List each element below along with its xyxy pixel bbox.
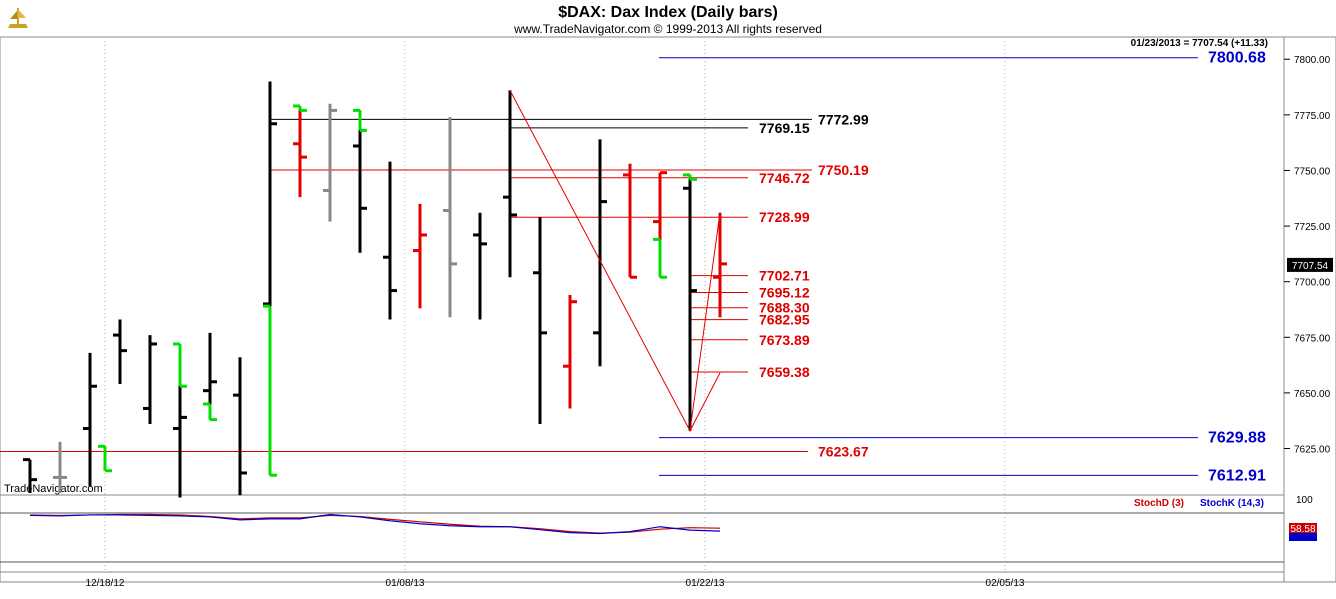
legend-stochk: StochK (14,3) [1200, 498, 1264, 509]
level-label: 7750.19 [818, 162, 869, 178]
last-price-marker [1287, 257, 1333, 272]
y-tick-label: 7675.00 [1294, 333, 1331, 344]
level-label: 7629.88 [1208, 430, 1266, 447]
stoch-series-line [29, 513, 721, 535]
axis-layer: 12/18/12 01/08/13 01/22/13 02/05/13 7800.00 7… [86, 55, 1333, 589]
legend-stochd: StochD (3) [1134, 498, 1184, 509]
bar-layer [23, 81, 727, 498]
x-tick-label: 01/22/13 [686, 578, 725, 589]
y-tick-label: 7650.00 [1294, 389, 1331, 400]
y-tick-label: 7750.00 [1294, 166, 1331, 177]
last-quote-text: 01/23/2013 = 7707.54 (+11.33) [1131, 38, 1268, 49]
level-label: 7695.12 [759, 285, 810, 301]
trend-line [689, 372, 721, 431]
stoch-value-label: 58.58 [1290, 524, 1315, 535]
level-label: 7728.99 [759, 209, 810, 225]
level-label: 7800.68 [1208, 50, 1266, 67]
price-axis-panel [1283, 36, 1336, 583]
level-label: 7746.72 [759, 170, 810, 186]
y-tick-label: 7700.00 [1294, 278, 1331, 289]
x-tick-label: 02/05/13 [986, 578, 1025, 589]
x-tick-label: 12/18/12 [86, 578, 125, 589]
level-label: 7769.15 [759, 120, 810, 136]
x-tick-label: 01/08/13 [386, 578, 425, 589]
stoch-value-marker-k [1289, 533, 1317, 541]
level-label: 7673.89 [759, 332, 810, 348]
y-tick-label: 7775.00 [1294, 111, 1331, 122]
level-label: 7702.71 [759, 268, 810, 284]
trend-layer [509, 90, 721, 433]
level-label: 7659.38 [759, 364, 810, 380]
level-label: 7772.99 [818, 111, 869, 127]
watermark-text: TradeNavigator.com [4, 483, 103, 495]
stoch-value-marker [1289, 523, 1317, 533]
level-layer: 7800.68 7772.99 7769.15 7750.19 7746.72 7728.… [0, 50, 1266, 484]
last-price-label: 7707.54 [1292, 261, 1329, 272]
level-label: 7688.30 [759, 300, 810, 316]
stoch-layer: 58.58 [29, 513, 1317, 541]
trade-navigator-logo-icon [4, 4, 32, 32]
y-tick-label: 7725.00 [1294, 222, 1331, 233]
level-label: 7682.95 [759, 312, 810, 328]
y-tick-label: 7800.00 [1294, 55, 1331, 66]
chart-title: $DAX: Dax Index (Daily bars) [558, 4, 778, 21]
stoch-upper-label: 100 [1296, 495, 1313, 506]
level-label: 7612.91 [1208, 467, 1266, 484]
copyright-text: www.TradeNavigator.com © 1999-2013 All r… [513, 22, 822, 36]
y-tick-label: 7625.00 [1294, 445, 1331, 456]
plot-frame [0, 36, 1285, 583]
level-label: 7623.67 [818, 443, 869, 459]
